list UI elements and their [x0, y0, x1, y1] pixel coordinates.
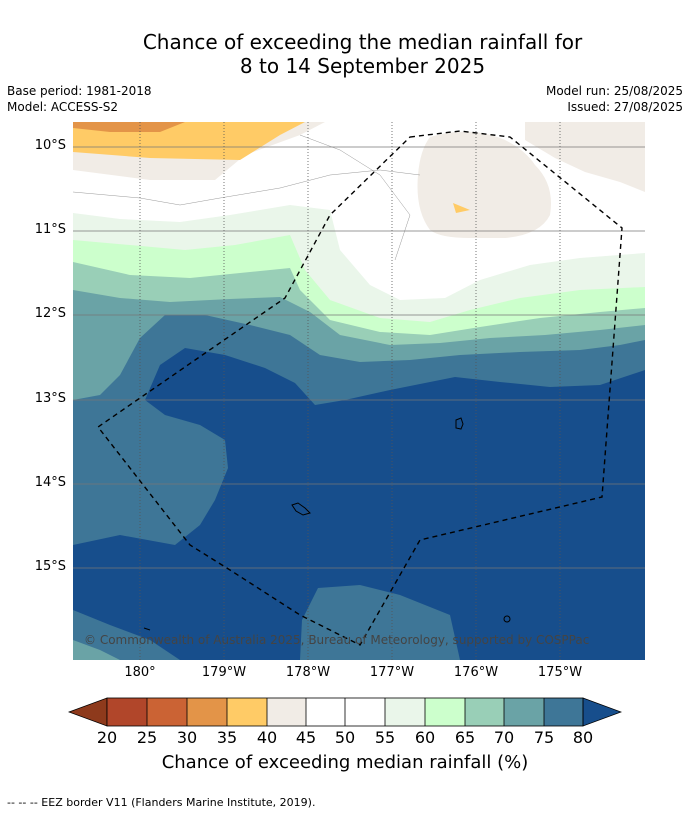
island-small [503, 615, 511, 623]
colorbar-tick-75: 75 [533, 728, 555, 747]
lat-label-10s: 10°S [34, 138, 66, 153]
colorbar-seg-35-40 [227, 698, 267, 726]
lon-label-176w: 176°W [453, 665, 499, 680]
lat-label-15s: 15°S [34, 559, 66, 574]
model-run: Model run: 25/08/2025 [545, 84, 683, 98]
colorbar-tick-55: 55 [374, 728, 396, 747]
lon-label-177w: 177°W [369, 665, 415, 680]
island-futuna [291, 502, 311, 516]
band-70-75-sw [73, 640, 120, 660]
title-line-2: 8 to 14 September 2025 [239, 54, 486, 78]
contour-lines [73, 134, 421, 261]
colorbar-tick-60: 60 [414, 728, 436, 747]
colorbar-tick-50: 50 [334, 728, 356, 747]
colorbar-seg-75-80 [544, 698, 583, 726]
lat-label-12s: 12°S [34, 306, 66, 321]
meta-left: Base period: 1981-2018 Model: ACCESS-S2 [7, 83, 152, 115]
lat-label-14s: 14°S [34, 475, 66, 490]
colorbar-tick-80: 80 [572, 728, 594, 747]
rainfall-contours [73, 122, 645, 660]
colorbar-extend-low [67, 697, 108, 727]
band-30-35 [73, 122, 185, 132]
lat-label-13s: 13°S [34, 391, 66, 406]
copyright-notice: © Commonwealth of Australia 2025, Bureau… [84, 633, 590, 647]
colorbar-seg-65-70 [465, 698, 504, 726]
colorbar-label: Chance of exceeding median rainfall (%) [161, 752, 529, 773]
islands [143, 417, 511, 631]
island-reef [143, 627, 151, 631]
band-75-80-sw [73, 610, 180, 660]
lat-label-11s: 11°S [34, 222, 66, 237]
lon-label-179w: 179°W [201, 665, 247, 680]
band-above-80 [73, 348, 645, 660]
issued-date: Issued: 27/08/2025 [567, 100, 683, 114]
colorbar-tick-20: 20 [96, 728, 118, 747]
colorbar-tick-30: 30 [176, 728, 198, 747]
band-35-40-spot [453, 203, 470, 213]
colorbar-tick-25: 25 [136, 728, 158, 747]
meta-right: Model run: 25/08/2025 Issued: 27/08/2025 [546, 83, 683, 115]
lon-label-178w: 178°W [285, 665, 331, 680]
colorbar-tick-45: 45 [295, 728, 317, 747]
colorbar-tick-35: 35 [216, 728, 238, 747]
model-name: Model: ACCESS-S2 [7, 100, 119, 114]
colorbar-tick-65: 65 [454, 728, 476, 747]
colorbar-seg-40-45 [267, 698, 306, 726]
eez-border [96, 130, 623, 646]
colorbar-seg-30-35 [187, 698, 227, 726]
chart-title: Chance of exceeding the median rainfall … [0, 30, 690, 78]
colorbar-extend-high [582, 697, 623, 727]
colorbar-tick-70: 70 [493, 728, 515, 747]
colorbar-seg-20-25 [107, 698, 147, 726]
colorbar-seg-45-50 [306, 698, 345, 726]
colorbar-seg-50-55 [345, 698, 385, 726]
base-period: Base period: 1981-2018 [7, 84, 152, 98]
colorbar-tick-40: 40 [256, 728, 278, 747]
island-wallis [455, 417, 464, 430]
colorbar-seg-60-65 [425, 698, 465, 726]
title-line-1: Chance of exceeding the median rainfall … [142, 30, 583, 54]
lon-label-175w: 175°W [537, 665, 583, 680]
band-45-50-east [525, 122, 645, 192]
colorbar-seg-70-75 [504, 698, 544, 726]
colorbar-seg-25-30 [147, 698, 187, 726]
colorbar-seg-55-60 [385, 698, 425, 726]
lon-label-180: 180° [124, 665, 156, 680]
lat-gridlines [73, 146, 645, 569]
footer-legend: -- -- -- EEZ border V11 (Flanders Marine… [7, 796, 316, 809]
band-45-50-island [417, 131, 551, 238]
colorbar [67, 697, 623, 727]
